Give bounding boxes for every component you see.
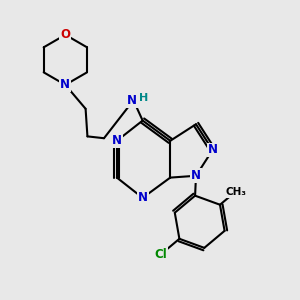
- Text: N: N: [138, 191, 148, 204]
- Text: N: N: [60, 78, 70, 92]
- Text: N: N: [191, 169, 201, 182]
- Text: O: O: [60, 28, 70, 41]
- Text: N: N: [112, 134, 122, 147]
- Text: N: N: [127, 94, 136, 107]
- Text: N: N: [208, 143, 218, 157]
- Text: H: H: [139, 93, 148, 103]
- Text: CH₃: CH₃: [226, 188, 247, 197]
- Text: Cl: Cl: [155, 248, 167, 261]
